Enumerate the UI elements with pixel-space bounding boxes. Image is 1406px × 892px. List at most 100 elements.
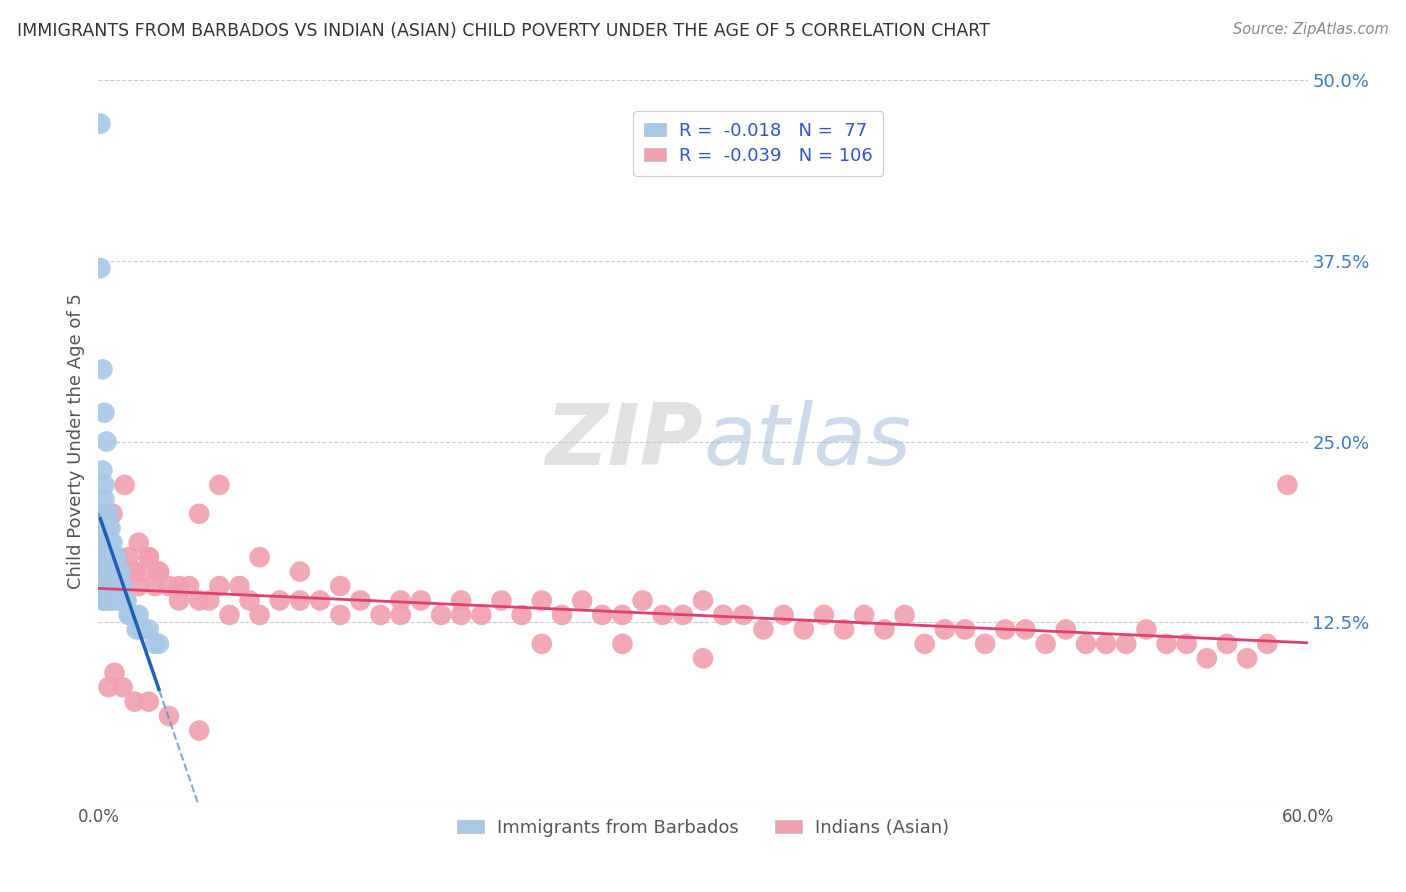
- Point: [118, 607, 141, 622]
- Point: [100, 535, 122, 549]
- Point: [97, 593, 120, 607]
- Point: [1054, 623, 1077, 637]
- Point: [105, 579, 128, 593]
- Point: [93, 478, 115, 492]
- Point: [329, 579, 352, 593]
- Point: [1135, 623, 1157, 637]
- Point: [97, 535, 120, 549]
- Point: [1256, 637, 1278, 651]
- Point: [107, 565, 129, 579]
- Point: [97, 565, 120, 579]
- Point: [832, 623, 855, 637]
- Point: [370, 607, 392, 622]
- Point: [132, 623, 155, 637]
- Point: [530, 637, 553, 651]
- Point: [101, 565, 124, 579]
- Text: ZIP: ZIP: [546, 400, 703, 483]
- Point: [1115, 637, 1137, 651]
- Point: [111, 680, 134, 694]
- Point: [103, 665, 125, 680]
- Point: [1175, 637, 1198, 651]
- Point: [100, 550, 122, 565]
- Point: [288, 565, 311, 579]
- Point: [148, 565, 170, 579]
- Point: [470, 607, 492, 622]
- Point: [96, 521, 118, 535]
- Point: [91, 550, 114, 565]
- Point: [96, 535, 118, 549]
- Point: [329, 607, 352, 622]
- Point: [124, 695, 146, 709]
- Point: [97, 507, 120, 521]
- Point: [93, 521, 115, 535]
- Point: [208, 579, 231, 593]
- Point: [93, 550, 115, 565]
- Point: [118, 550, 141, 565]
- Point: [121, 607, 143, 622]
- Point: [853, 607, 876, 622]
- Point: [132, 565, 155, 579]
- Point: [103, 550, 125, 565]
- Point: [115, 593, 138, 607]
- Point: [97, 550, 120, 565]
- Point: [93, 535, 115, 549]
- Point: [91, 579, 114, 593]
- Point: [97, 579, 120, 593]
- Point: [89, 507, 111, 521]
- Point: [114, 593, 136, 607]
- Point: [288, 593, 311, 607]
- Point: [100, 521, 122, 535]
- Point: [218, 607, 240, 622]
- Point: [89, 261, 111, 276]
- Text: atlas: atlas: [703, 400, 911, 483]
- Point: [1156, 637, 1178, 651]
- Point: [93, 593, 115, 607]
- Point: [97, 550, 120, 565]
- Point: [96, 579, 118, 593]
- Point: [97, 521, 120, 535]
- Y-axis label: Child Poverty Under the Age of 5: Child Poverty Under the Age of 5: [66, 293, 84, 590]
- Point: [91, 463, 114, 477]
- Point: [1095, 637, 1118, 651]
- Point: [188, 507, 211, 521]
- Point: [128, 607, 150, 622]
- Point: [1277, 478, 1299, 492]
- Point: [239, 593, 262, 607]
- Point: [91, 362, 114, 376]
- Point: [111, 593, 134, 607]
- Point: [97, 579, 120, 593]
- Point: [672, 607, 695, 622]
- Point: [93, 579, 115, 593]
- Point: [110, 565, 132, 579]
- Point: [96, 434, 118, 449]
- Point: [138, 623, 160, 637]
- Point: [974, 637, 997, 651]
- Text: IMMIGRANTS FROM BARBADOS VS INDIAN (ASIAN) CHILD POVERTY UNDER THE AGE OF 5 CORR: IMMIGRANTS FROM BARBADOS VS INDIAN (ASIA…: [17, 22, 990, 40]
- Point: [107, 579, 129, 593]
- Point: [103, 565, 125, 579]
- Point: [349, 593, 371, 607]
- Point: [934, 623, 956, 637]
- Point: [1074, 637, 1097, 651]
- Point: [97, 680, 120, 694]
- Point: [612, 637, 634, 651]
- Point: [107, 550, 129, 565]
- Point: [1035, 637, 1057, 651]
- Point: [893, 607, 915, 622]
- Point: [96, 565, 118, 579]
- Point: [89, 579, 111, 593]
- Point: [389, 607, 412, 622]
- Point: [994, 623, 1017, 637]
- Point: [93, 406, 115, 420]
- Point: [249, 607, 271, 622]
- Point: [105, 550, 128, 565]
- Point: [101, 507, 124, 521]
- Point: [430, 607, 453, 622]
- Point: [409, 593, 432, 607]
- Point: [91, 535, 114, 549]
- Point: [167, 593, 190, 607]
- Point: [103, 579, 125, 593]
- Point: [100, 565, 122, 579]
- Point: [129, 623, 152, 637]
- Point: [157, 579, 180, 593]
